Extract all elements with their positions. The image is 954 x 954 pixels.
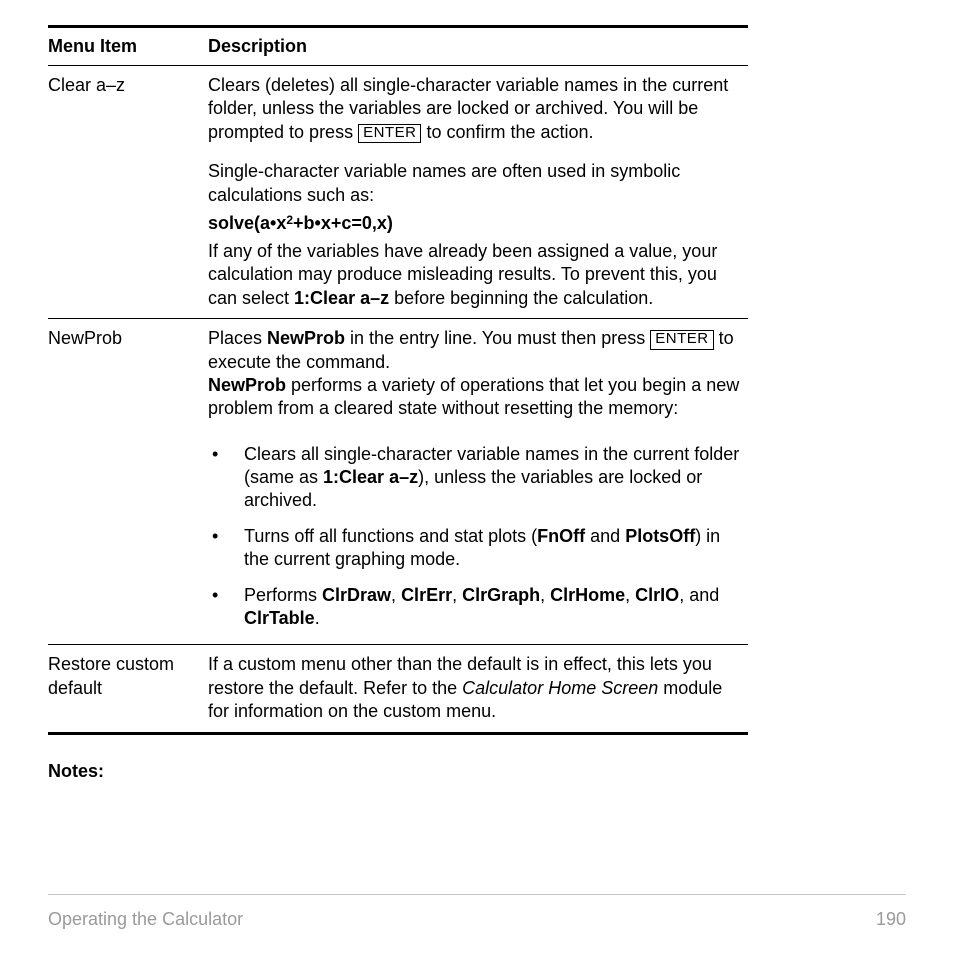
bold-text: ClrErr: [401, 585, 452, 605]
menu-item-cell: [48, 152, 208, 318]
bold-text: NewProb: [208, 375, 286, 395]
bold-text: ClrTable: [244, 608, 315, 628]
notes-heading: Notes:: [48, 761, 906, 782]
list-item: Performs ClrDraw, ClrErr, ClrGraph, ClrH…: [208, 578, 742, 637]
text: ,: [391, 585, 401, 605]
footer-page-number: 190: [876, 909, 906, 930]
table-row: NewProb Places NewProb in the entry line…: [48, 319, 748, 429]
table-row: Single-character variable names are ofte…: [48, 152, 748, 318]
text: before beginning the calculation.: [389, 288, 653, 308]
text: ,: [540, 585, 550, 605]
text: to confirm the action.: [426, 122, 593, 142]
text: If any of the variables have already bee…: [208, 240, 742, 310]
col-header-description: Description: [208, 27, 748, 66]
text: and: [585, 526, 625, 546]
col-header-menu-item: Menu Item: [48, 27, 208, 66]
list-item: Clears all single-character variable nam…: [208, 437, 742, 519]
bold-text: FnOff: [537, 526, 585, 546]
bold-text: ClrHome: [550, 585, 625, 605]
text: Turns off all functions and stat plots (: [244, 526, 537, 546]
text: in the entry line. You must then press: [345, 328, 650, 348]
list-item: Turns off all functions and stat plots (…: [208, 519, 742, 578]
bold-text: ClrGraph: [462, 585, 540, 605]
formula-part: +b•x+c=0,x): [293, 213, 393, 233]
text: , and: [679, 585, 719, 605]
menu-description-table: Menu Item Description Clear a–z Clears (…: [48, 25, 748, 735]
formula: solve(a•x2+b•x+c=0,x): [208, 210, 742, 237]
italic-text: Calculator Home Screen: [462, 678, 658, 698]
bold-text: 1:Clear a–z: [323, 467, 418, 487]
description-cell: Clears (deletes) all single-character va…: [208, 66, 748, 153]
bold-text: NewProb: [267, 328, 345, 348]
bold-text: ClrDraw: [322, 585, 391, 605]
bold-text: PlotsOff: [625, 526, 695, 546]
table-row: Clears all single-character variable nam…: [48, 429, 748, 645]
text: Performs: [244, 585, 322, 605]
menu-item-cell: [48, 429, 208, 645]
page: Menu Item Description Clear a–z Clears (…: [0, 0, 954, 954]
bold-text: 1:Clear a–z: [294, 288, 389, 308]
bold-text: ClrIO: [635, 585, 679, 605]
menu-item-cell: Restore custom default: [48, 645, 208, 733]
description-cell: If a custom menu other than the default …: [208, 645, 748, 733]
table-header-row: Menu Item Description: [48, 27, 748, 66]
text: ,: [625, 585, 635, 605]
formula-part: solve(a•x: [208, 213, 286, 233]
description-cell: Single-character variable names are ofte…: [208, 152, 748, 318]
text: .: [315, 608, 320, 628]
text: Places: [208, 328, 267, 348]
description-cell: Places NewProb in the entry line. You mu…: [208, 319, 748, 429]
bullet-list: Clears all single-character variable nam…: [208, 437, 742, 637]
menu-item-cell: NewProb: [48, 319, 208, 429]
table-row: Restore custom default If a custom menu …: [48, 645, 748, 733]
menu-item-cell: Clear a–z: [48, 66, 208, 153]
text: ,: [452, 585, 462, 605]
text: performs a variety of operations that le…: [208, 375, 739, 418]
table-row: Clear a–z Clears (deletes) all single-ch…: [48, 66, 748, 153]
description-cell: Clears all single-character variable nam…: [208, 429, 748, 645]
page-footer: Operating the Calculator 190: [48, 894, 906, 930]
footer-section-title: Operating the Calculator: [48, 909, 243, 930]
enter-key-icon: ENTER: [650, 330, 713, 350]
enter-key-icon: ENTER: [358, 124, 421, 144]
text: Single-character variable names are ofte…: [208, 160, 742, 207]
